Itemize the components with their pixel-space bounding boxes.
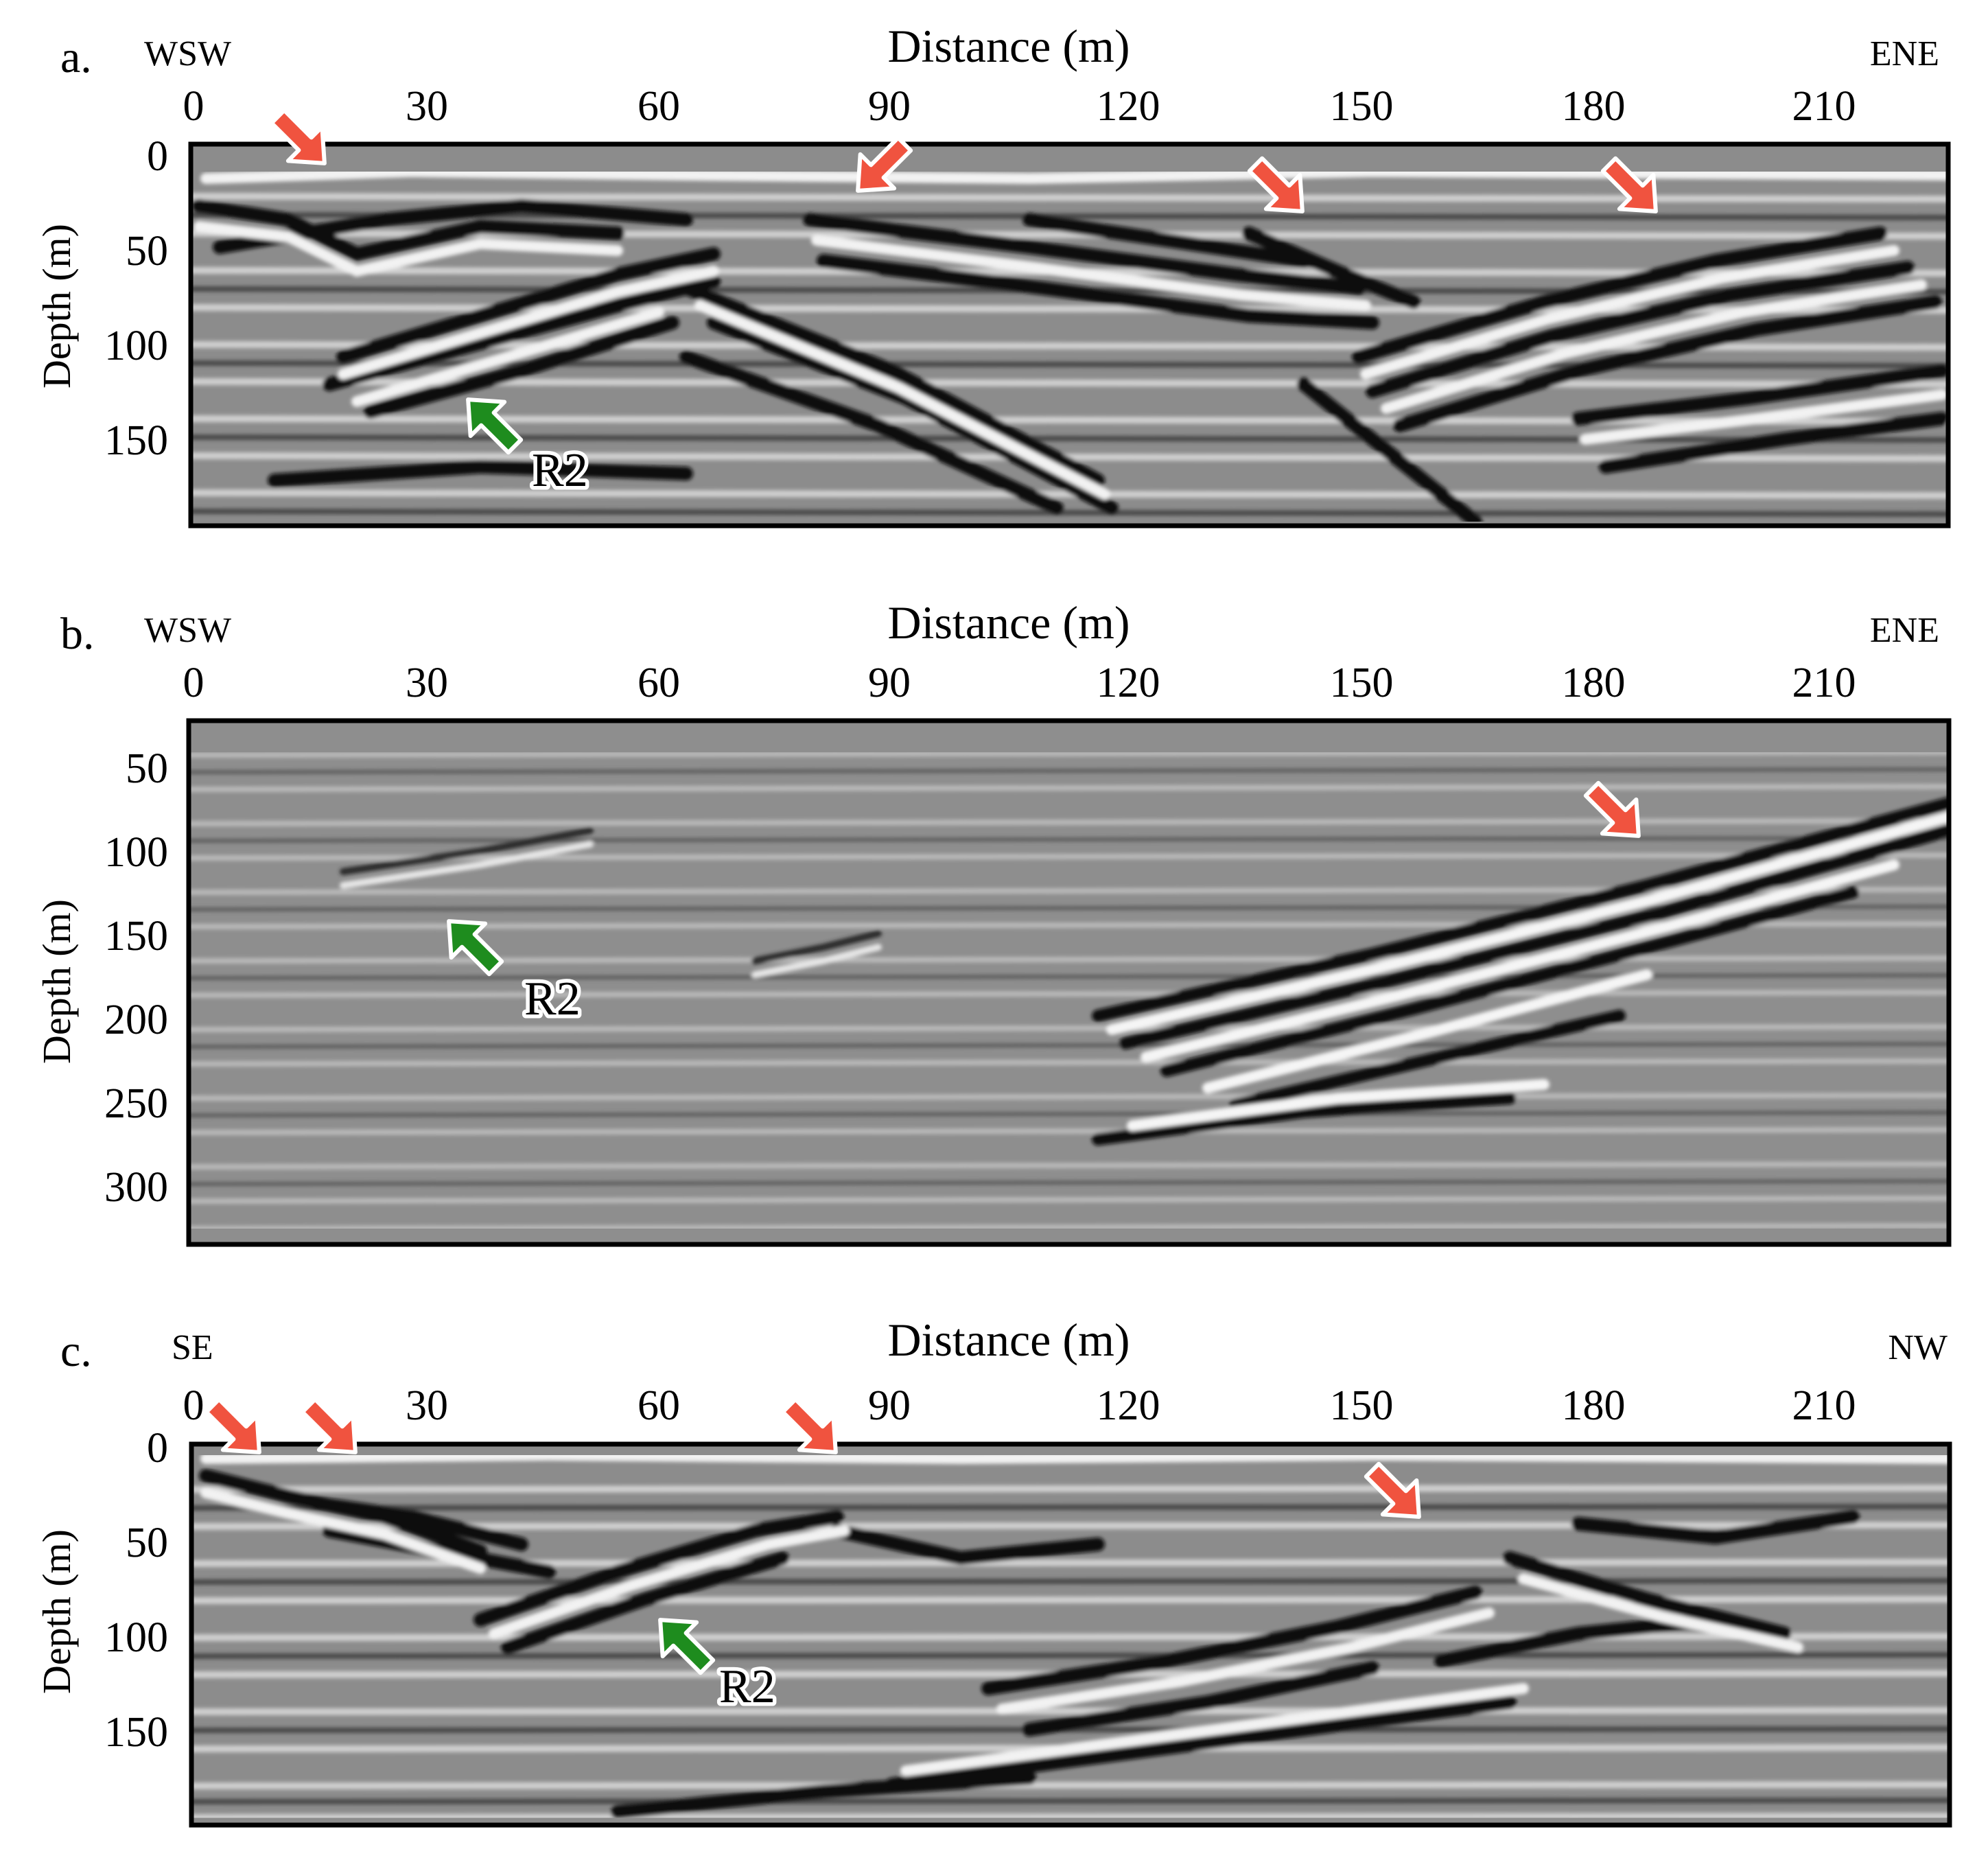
panel-a-red-arrow — [1600, 156, 1658, 213]
panel-a-r2-label: R2 — [532, 444, 588, 497]
panel-c-y-axis-title: Depth (m) — [34, 1529, 79, 1694]
y-tick-label: 150 — [104, 913, 168, 960]
panel-c-frame — [189, 1441, 1952, 1828]
x-tick-label: 90 — [868, 83, 911, 130]
panel-a-frame — [188, 141, 1951, 529]
panel-c-seismic-section — [191, 1444, 1950, 1825]
panel-a-y-tick-labels: 0 50 100 150 — [104, 133, 168, 464]
y-tick-label: 200 — [104, 997, 168, 1043]
panel-b-y-axis-title: Depth (m) — [34, 899, 79, 1064]
x-tick-label: 30 — [406, 1382, 448, 1429]
x-tick-label: 150 — [1330, 83, 1394, 130]
panel-c-letter: c. — [60, 1326, 92, 1376]
panel-b-red-arrow — [1583, 780, 1641, 838]
x-tick-label: 120 — [1097, 83, 1160, 130]
x-tick-label: 120 — [1097, 660, 1160, 706]
panel-c-r2-label: R2 — [719, 1660, 775, 1713]
y-tick-label: 100 — [104, 323, 168, 369]
panel-b-seismic-section — [189, 721, 1949, 1244]
x-tick-label: 180 — [1562, 1382, 1626, 1429]
panel-c-y-tick-labels: 0 50 100 150 — [104, 1425, 168, 1756]
y-tick-label: 50 — [126, 1520, 168, 1566]
y-tick-label: 100 — [104, 1614, 168, 1661]
x-tick-label: 180 — [1562, 660, 1626, 706]
panel-b-letter: b. — [60, 609, 95, 659]
y-tick-label: 150 — [104, 417, 168, 464]
panel-a-letter: a. — [60, 32, 92, 82]
panel-a-seismic-section — [191, 144, 1948, 526]
panel-a-direction-right: ENE — [1870, 34, 1939, 73]
x-tick-label: 0 — [183, 83, 204, 130]
panel-b-r2-label: R2 — [524, 973, 581, 1025]
y-tick-label: 50 — [126, 745, 168, 792]
panel-b-x-axis-title: Distance (m) — [887, 596, 1130, 649]
panel-a-red-arrow — [856, 135, 913, 193]
panel-b-direction-left: WSW — [144, 611, 231, 650]
panel-c-green-arrow — [658, 1618, 716, 1675]
y-tick-label: 0 — [147, 1425, 168, 1472]
panel-b: b. WSW ENE Distance (m) 0 30 60 90 120 1… — [34, 596, 1952, 1247]
y-tick-label: 0 — [147, 133, 168, 180]
panel-a-green-arrow — [466, 397, 524, 455]
panel-c-x-axis-title: Distance (m) — [887, 1314, 1130, 1366]
x-tick-label: 210 — [1792, 83, 1856, 130]
panel-a-x-axis-title: Distance (m) — [887, 20, 1130, 72]
y-tick-label: 250 — [104, 1080, 168, 1127]
y-tick-label: 100 — [104, 829, 168, 876]
panel-a-direction-left: WSW — [144, 34, 231, 73]
panel-c: c. SE NW Distance (m) 0 30 60 90 120 150… — [34, 1314, 1952, 1828]
x-tick-label: 210 — [1792, 660, 1856, 706]
panel-b-y-tick-labels: 50 100 150 200 250 300 — [104, 745, 168, 1211]
x-tick-label: 60 — [638, 660, 680, 706]
panel-a-red-arrow — [1247, 156, 1305, 213]
panel-c-red-arrow — [780, 1397, 838, 1454]
panel-c-direction-left: SE — [172, 1328, 213, 1367]
x-tick-label: 90 — [868, 1382, 911, 1429]
panel-b-frame — [186, 718, 1952, 1247]
x-tick-label: 30 — [406, 83, 448, 130]
y-tick-label: 50 — [126, 228, 168, 275]
x-tick-label: 0 — [183, 660, 204, 706]
x-tick-label: 180 — [1562, 83, 1626, 130]
panel-c-red-arrow — [1364, 1461, 1421, 1519]
x-tick-label: 150 — [1330, 1382, 1394, 1429]
panel-c-x-tick-labels: 0 30 60 90 120 150 180 210 — [183, 1382, 1856, 1429]
x-tick-label: 60 — [638, 83, 680, 130]
panel-a-y-axis-title: Depth (m) — [34, 224, 79, 388]
panel-b-direction-right: ENE — [1870, 611, 1939, 650]
x-tick-label: 60 — [638, 1382, 680, 1429]
x-tick-label: 210 — [1792, 1382, 1856, 1429]
panel-b-green-arrow — [447, 919, 504, 977]
y-tick-label: 300 — [104, 1164, 168, 1211]
panel-c-red-arrow — [204, 1397, 261, 1454]
x-tick-label: 0 — [183, 1382, 204, 1429]
x-tick-label: 90 — [868, 660, 911, 706]
panel-b-x-tick-labels: 0 30 60 90 120 150 180 210 — [183, 660, 1856, 706]
x-tick-label: 150 — [1330, 660, 1394, 706]
panel-c-red-arrow — [300, 1397, 358, 1454]
panel-a-red-arrow — [269, 108, 327, 165]
x-tick-label: 30 — [406, 660, 448, 706]
x-tick-label: 120 — [1097, 1382, 1160, 1429]
panel-c-direction-right: NW — [1888, 1328, 1948, 1367]
panel-a: a. WSW ENE Distance (m) 0 30 60 90 120 1… — [34, 20, 1951, 529]
panel-a-x-tick-labels: 0 30 60 90 120 150 180 210 — [183, 83, 1856, 130]
y-tick-label: 150 — [104, 1709, 168, 1756]
